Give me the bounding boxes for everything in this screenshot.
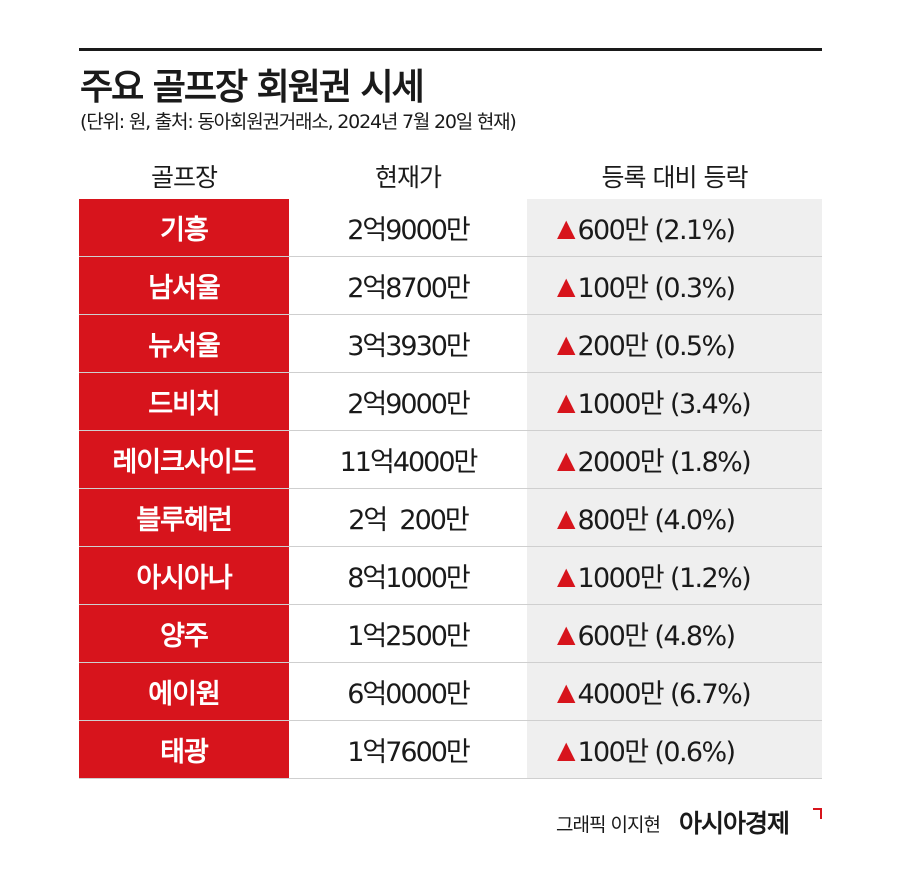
table-row: 아시아나 8억1000만 ▲ 1000만 (1.2%) xyxy=(79,547,822,605)
brand-mark-icon xyxy=(813,808,822,819)
column-header-current-price: 현재가 xyxy=(374,163,442,192)
table-row: 태광 1억7600만 ▲ 100만 (0.6%) xyxy=(79,721,822,779)
brand-logo: 아시아경제 xyxy=(679,809,790,838)
triangle-up-icon: ▲ xyxy=(557,503,576,532)
price-change: ▲ 2000만 (1.8%) xyxy=(527,431,822,488)
price-change: ▲ 100만 (0.6%) xyxy=(527,721,822,778)
golf-course-name: 태광 xyxy=(79,721,289,778)
current-price: 3억3930만 xyxy=(290,315,526,372)
current-price: 1억2500만 xyxy=(290,605,526,662)
graphic-credit: 그래픽 이지현 xyxy=(556,814,661,836)
table-row: 남서울 2억8700만 ▲ 100만 (0.3%) xyxy=(79,257,822,315)
triangle-up-icon: ▲ xyxy=(557,561,576,590)
triangle-up-icon: ▲ xyxy=(557,213,576,242)
table-row: 레이크사이드 11억4000만 ▲ 2000만 (1.8%) xyxy=(79,431,822,489)
price-change-value: 800만 (4.0%) xyxy=(577,505,736,536)
price-change: ▲ 4000만 (6.7%) xyxy=(527,663,822,720)
golf-course-name: 뉴서울 xyxy=(79,315,289,372)
price-change: ▲ 1000만 (1.2%) xyxy=(527,547,822,604)
price-change-value: 1000만 (1.2%) xyxy=(577,563,751,594)
price-change-value: 200만 (0.5%) xyxy=(577,331,736,362)
triangle-up-icon: ▲ xyxy=(557,387,576,416)
price-change-value: 4000만 (6.7%) xyxy=(577,679,751,710)
triangle-up-icon: ▲ xyxy=(557,735,576,764)
chart-subtitle: (단위: 원, 출처: 동아회원권거래소, 2024년 7월 20일 현재) xyxy=(80,111,517,133)
table-row: 양주 1억2500만 ▲ 600만 (4.8%) xyxy=(79,605,822,663)
triangle-up-icon: ▲ xyxy=(557,677,576,706)
column-header-change: 등록 대비 등락 xyxy=(601,163,749,192)
price-change: ▲ 1000만 (3.4%) xyxy=(527,373,822,430)
price-change: ▲ 600만 (2.1%) xyxy=(527,199,822,256)
triangle-up-icon: ▲ xyxy=(557,271,576,300)
price-change: ▲ 200만 (0.5%) xyxy=(527,315,822,372)
current-price: 6억0000만 xyxy=(290,663,526,720)
price-change: ▲ 600만 (4.8%) xyxy=(527,605,822,662)
price-change-value: 100만 (0.6%) xyxy=(577,737,736,768)
table-row: 블루헤런 2억 200만 ▲ 800만 (4.0%) xyxy=(79,489,822,547)
current-price: 8억1000만 xyxy=(290,547,526,604)
table-row: 기흥 2억9000만 ▲ 600만 (2.1%) xyxy=(79,199,822,257)
current-price: 1억7600만 xyxy=(290,721,526,778)
current-price: 2억9000만 xyxy=(290,199,526,256)
price-change-value: 2000만 (1.8%) xyxy=(577,447,751,478)
golf-course-name: 양주 xyxy=(79,605,289,662)
triangle-up-icon: ▲ xyxy=(557,445,576,474)
current-price: 2억 200만 xyxy=(290,489,526,546)
price-change-value: 600만 (2.1%) xyxy=(577,215,736,246)
golf-course-name: 아시아나 xyxy=(79,547,289,604)
golf-course-name: 남서울 xyxy=(79,257,289,314)
triangle-up-icon: ▲ xyxy=(557,619,576,648)
golf-course-name: 에이원 xyxy=(79,663,289,720)
top-rule xyxy=(79,48,822,51)
price-change: ▲ 100만 (0.3%) xyxy=(527,257,822,314)
current-price: 2억8700만 xyxy=(290,257,526,314)
current-price: 2억9000만 xyxy=(290,373,526,430)
table-row: 드비치 2억9000만 ▲ 1000만 (3.4%) xyxy=(79,373,822,431)
golf-course-name: 레이크사이드 xyxy=(79,431,289,488)
triangle-up-icon: ▲ xyxy=(557,329,576,358)
golf-course-name: 드비치 xyxy=(79,373,289,430)
price-change-value: 100만 (0.3%) xyxy=(577,273,736,304)
table-row: 에이원 6억0000만 ▲ 4000만 (6.7%) xyxy=(79,663,822,721)
price-change: ▲ 800만 (4.0%) xyxy=(527,489,822,546)
table-row: 뉴서울 3억3930만 ▲ 200만 (0.5%) xyxy=(79,315,822,373)
price-change-value: 600만 (4.8%) xyxy=(577,621,736,652)
column-header-golf-course: 골프장 xyxy=(150,163,218,192)
chart-title: 주요 골프장 회원권 시세 xyxy=(80,67,425,108)
price-change-value: 1000만 (3.4%) xyxy=(577,389,751,420)
current-price: 11억4000만 xyxy=(290,431,526,488)
golf-course-name: 블루헤런 xyxy=(79,489,289,546)
golf-course-name: 기흥 xyxy=(79,199,289,256)
